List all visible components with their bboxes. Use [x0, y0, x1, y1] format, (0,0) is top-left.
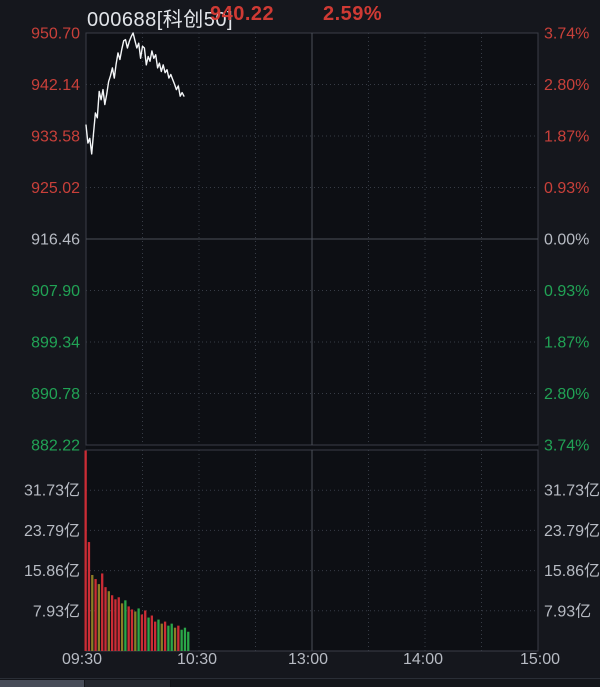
price-tick-label: 890.78	[31, 386, 80, 403]
percent-tick-label: 2.80%	[544, 386, 589, 403]
time-tick-label: 15:00	[520, 651, 560, 668]
volume-bar	[180, 629, 183, 651]
percent-tick-label: 0.00%	[544, 232, 589, 249]
volume-tick-label-left: 31.73亿	[24, 482, 80, 500]
volume-bar	[170, 623, 173, 651]
volume-bar	[101, 573, 104, 651]
percent-tick-label: 0.93%	[544, 180, 589, 197]
price-tick-label: 925.02	[31, 180, 80, 197]
scrollbar-thumb[interactable]	[0, 680, 84, 687]
volume-bar	[177, 625, 180, 651]
volume-bar	[147, 617, 150, 651]
volume-bar	[114, 599, 117, 651]
volume-bar	[130, 609, 134, 651]
volume-tick-label-right: 15.86亿	[544, 562, 600, 580]
volume-tick-label-right: 7.93亿	[544, 602, 591, 620]
volume-bar	[124, 600, 127, 651]
price-tick-label: 899.34	[31, 335, 80, 352]
volume-bar	[120, 603, 124, 651]
percent-tick-label: 3.74%	[544, 438, 589, 455]
volume-bar	[160, 623, 163, 651]
volume-bar	[150, 615, 153, 651]
volume-bar	[110, 595, 114, 651]
volume-tick-label-left: 7.93亿	[33, 602, 80, 620]
volume-bar	[140, 614, 144, 651]
volume-bar	[173, 627, 177, 651]
last-price: 940.22	[210, 3, 275, 25]
price-tick-label: 950.70	[31, 26, 80, 43]
volume-tick-label-left: 23.79亿	[24, 522, 80, 540]
volume-bar	[87, 542, 91, 651]
volume-bar	[91, 574, 94, 651]
percent-tick-label: 2.80%	[544, 77, 589, 94]
volume-bar	[167, 625, 170, 651]
volume-bar	[163, 621, 167, 651]
volume-tick-label-left: 15.86亿	[24, 562, 80, 580]
volume-bar	[154, 621, 157, 651]
bottom-scrollbar[interactable]	[0, 678, 600, 687]
volume-bar	[107, 591, 110, 651]
price-tick-label: 942.14	[31, 77, 80, 94]
volume-tick-label-right: 23.79亿	[544, 522, 600, 540]
time-tick-label: 13:00	[288, 651, 328, 668]
change-percent: 2.59%	[323, 3, 383, 25]
percent-tick-label: 1.87%	[544, 129, 589, 146]
volume-bar	[183, 627, 187, 651]
volume-bar	[137, 608, 140, 651]
volume-tick-label-right: 31.73亿	[544, 482, 600, 500]
volume-bar	[134, 611, 137, 651]
percent-tick-label: 1.87%	[544, 335, 589, 352]
volume-bar	[117, 597, 120, 651]
time-tick-label: 14:00	[403, 651, 443, 668]
percent-tick-label: 0.93%	[544, 283, 589, 300]
time-tick-label: 10:30	[177, 651, 217, 668]
volume-bar	[127, 606, 130, 651]
volume-bar	[84, 450, 87, 651]
quote-header: 000688[科创50] 940.22 2.59%	[0, 0, 600, 31]
percent-tick-label: 3.74%	[544, 26, 589, 43]
volume-bar	[187, 631, 190, 651]
price-tick-label: 933.58	[31, 129, 80, 146]
scrollbar-segment	[85, 680, 171, 687]
volume-bar	[144, 610, 147, 651]
time-tick-label: 09:30	[62, 651, 102, 668]
price-tick-label: 907.90	[31, 283, 80, 300]
price-line	[85, 32, 185, 155]
volume-bar	[104, 587, 107, 651]
price-tick-label: 882.22	[31, 438, 80, 455]
price-tick-label: 916.46	[31, 232, 80, 249]
instrument-code-name: 000688[科创50]	[87, 9, 234, 31]
volume-bar	[157, 619, 160, 651]
volume-bar	[94, 579, 97, 651]
volume-bar	[97, 584, 101, 651]
